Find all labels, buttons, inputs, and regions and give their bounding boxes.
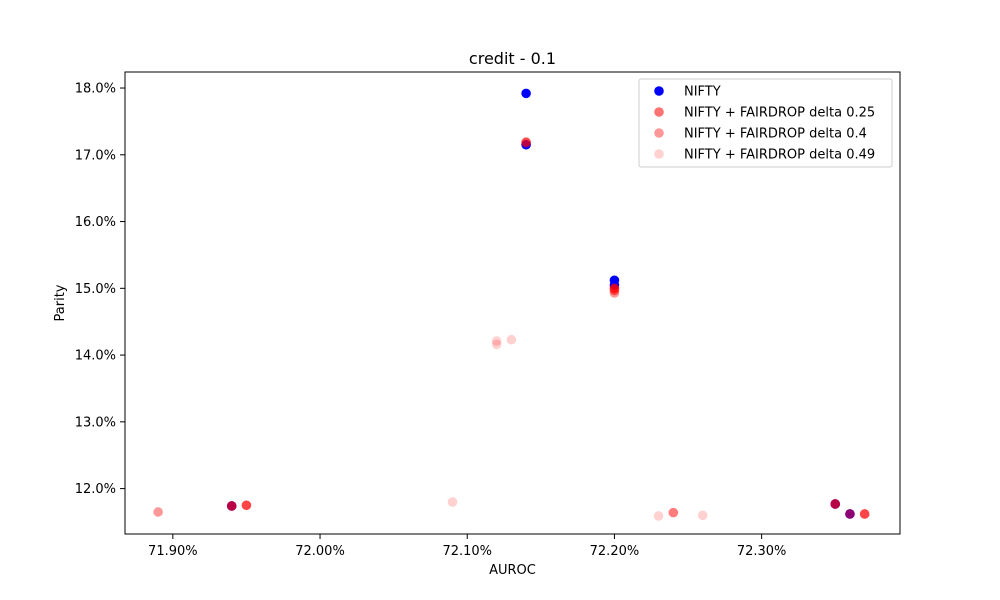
chart-title: credit - 0.1	[469, 49, 556, 68]
legend-label: NIFTY + FAIRDROP delta 0.25	[684, 106, 875, 121]
legend-marker	[654, 107, 664, 117]
data-point	[668, 507, 679, 518]
data-point	[447, 497, 458, 507]
data-point	[859, 509, 870, 519]
legend-marker	[654, 128, 664, 138]
data-point	[521, 137, 531, 148]
data-point	[521, 88, 531, 99]
y-tick-label: 18.0%	[75, 82, 116, 97]
legend-label: NIFTY	[684, 85, 721, 100]
data-point	[830, 499, 841, 509]
data-point	[609, 283, 620, 294]
data-point	[491, 339, 502, 350]
series-1	[226, 137, 870, 519]
y-axis-title: Parity	[53, 284, 68, 321]
data-point	[609, 288, 620, 298]
x-tick-label: 72.30%	[737, 544, 787, 559]
y-tick-label: 13.0%	[75, 415, 116, 430]
axis-ticks: 71.90% 72.00% 72.10% 72.20% 72.30% 12.0% 13.0%…	[75, 82, 787, 559]
data-point	[697, 510, 708, 521]
data-point	[153, 507, 163, 517]
data-point	[241, 500, 252, 511]
legend-marker	[654, 149, 664, 159]
x-tick-label: 71.90%	[148, 544, 198, 559]
data-point	[859, 509, 870, 519]
plot-frame	[124, 71, 901, 535]
data-point	[830, 499, 841, 509]
data-point	[491, 336, 502, 346]
y-tick-label: 12.0%	[75, 482, 116, 497]
data-point	[845, 509, 855, 519]
y-tick-label: 15.0%	[75, 282, 116, 297]
y-tick-label: 14.0%	[75, 349, 116, 364]
data-point	[653, 511, 664, 521]
series-2	[153, 137, 870, 519]
data-points	[153, 88, 870, 521]
data-point	[241, 500, 252, 511]
legend-label: NIFTY + FAIRDROP delta 0.49	[684, 148, 875, 163]
data-point	[668, 507, 679, 518]
x-tick-label: 72.20%	[590, 544, 640, 559]
y-tick-label: 17.0%	[75, 148, 116, 163]
legend-frame	[638, 78, 893, 168]
series-3	[447, 334, 708, 521]
data-point	[506, 334, 517, 345]
legend: NIFTY NIFTY + FAIRDROP delta 0.25 NIFTY + …	[638, 78, 893, 168]
data-point	[609, 285, 620, 296]
data-point	[226, 501, 237, 511]
x-axis-title: AUROC	[489, 563, 536, 578]
legend-marker	[654, 86, 664, 96]
data-point	[226, 501, 237, 511]
legend-label: NIFTY + FAIRDROP delta 0.4	[684, 127, 867, 142]
data-point	[521, 137, 531, 147]
x-tick-label: 72.00%	[295, 544, 345, 559]
x-tick-label: 72.10%	[442, 544, 492, 559]
y-tick-label: 16.0%	[75, 215, 116, 230]
